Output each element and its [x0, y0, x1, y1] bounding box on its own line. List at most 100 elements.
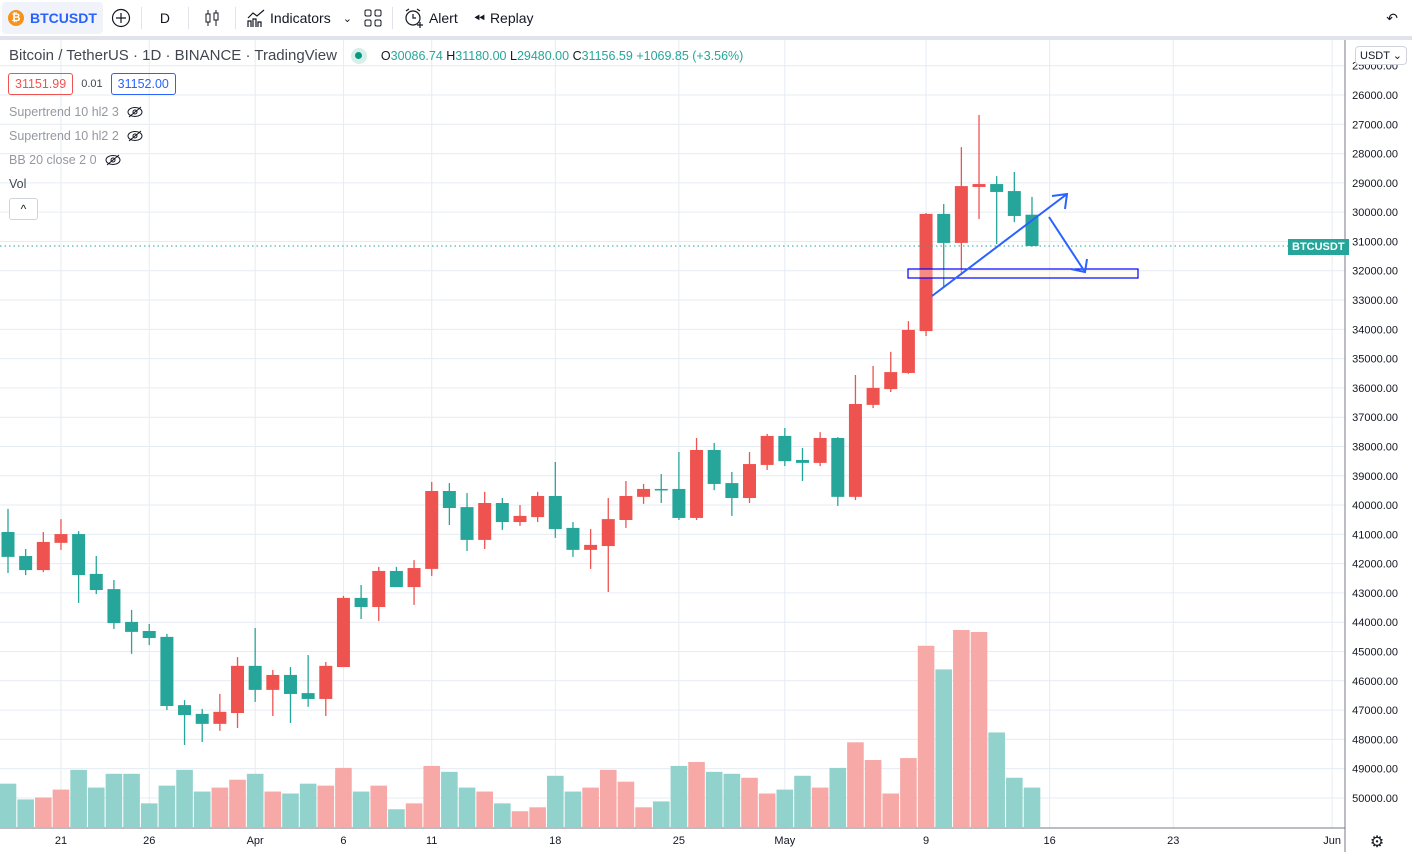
candle-body: [425, 491, 439, 569]
bitcoin-icon: ₿: [8, 10, 24, 26]
candle-body: [1007, 191, 1021, 216]
currency-selector[interactable]: USDT ⌄: [1355, 46, 1408, 65]
price-tick-label: 29000.00: [1352, 178, 1398, 190]
indicator-label: Vol: [9, 177, 27, 191]
volume-bar: [970, 631, 988, 827]
symbol-label: BTCUSDT: [30, 10, 97, 26]
chart-canvas[interactable]: 25000.0026000.0027000.0028000.0029000.00…: [0, 40, 1412, 852]
buy-price-button[interactable]: 31152.00: [110, 73, 176, 95]
price-tick-label: 46000.00: [1352, 676, 1398, 688]
volume-bar: [282, 793, 299, 827]
undo-button[interactable]: ↶: [1378, 0, 1406, 36]
volume-bar: [670, 765, 688, 827]
candle-body: [372, 570, 386, 607]
high-label: H: [446, 48, 456, 63]
volume-bar: [352, 791, 370, 827]
candle-body: [548, 495, 562, 530]
compare-symbol-button[interactable]: [103, 0, 139, 36]
volume-bar: [741, 777, 758, 827]
volume-bar: [52, 789, 70, 827]
indicator-bollinger-bands[interactable]: BB 20 close 2 0: [9, 153, 121, 167]
time-tick-label: 9: [923, 835, 929, 847]
alert-button[interactable]: Alert: [395, 0, 466, 36]
volume-bar: [441, 771, 458, 827]
volume-bar: [811, 787, 829, 827]
replay-label: Replay: [489, 10, 534, 26]
candle-body: [389, 570, 403, 588]
eye-hidden-icon[interactable]: [127, 106, 143, 118]
sell-price-button[interactable]: 31151.99: [8, 73, 74, 95]
time-tick-label: Apr: [247, 835, 264, 847]
volume-bar: [87, 787, 105, 827]
volume-bar: [246, 773, 264, 827]
volume-bar: [211, 787, 229, 827]
volume-bar: [988, 732, 1005, 827]
volume-bar: [458, 787, 476, 827]
indicator-volume[interactable]: Vol: [9, 177, 26, 191]
indicators-icon: [247, 9, 265, 27]
candle-body: [266, 674, 280, 690]
volume-bar: [370, 785, 388, 827]
undo-arrow-icon: ↶: [1386, 9, 1398, 26]
candle-body: [743, 464, 757, 499]
volume-bar: [317, 785, 335, 827]
indicators-dropdown[interactable]: ⌄: [339, 0, 356, 36]
indicator-supertrend-2[interactable]: Supertrend 10 hl2 2: [9, 129, 143, 143]
candle-body: [566, 527, 580, 550]
price-tick-label: 27000.00: [1352, 119, 1398, 131]
volume-bar: [723, 773, 741, 827]
volume-bar: [776, 789, 794, 827]
candle-body: [919, 213, 933, 332]
volume-bar: [423, 765, 441, 827]
replay-icon: ⏪︎: [473, 9, 485, 26]
candle-body: [654, 488, 668, 491]
time-tick-label: 21: [55, 835, 67, 847]
eye-hidden-icon[interactable]: [105, 154, 121, 166]
chart-area[interactable]: 25000.00 26000.00 27000.00 28000.00 29000.00…: [0, 40, 1412, 852]
chart-legend: Bitcoin / TetherUS · 1D · BINANCE · Trad…: [9, 47, 743, 64]
candle-body: [107, 589, 121, 624]
price-axis: [1345, 40, 1412, 852]
candle-body: [125, 621, 139, 632]
drawing-arrow-down: [1048, 216, 1088, 274]
price-tick-label: 34000.00: [1352, 324, 1398, 336]
market-open-indicator: [350, 47, 367, 64]
layout-button[interactable]: [356, 0, 390, 36]
volume-bar: [900, 758, 917, 827]
volume-bar: [35, 797, 52, 827]
candle-body: [142, 631, 156, 639]
candle-body: [584, 544, 598, 550]
volume-bar: [264, 791, 282, 827]
volume-bar: [388, 809, 405, 827]
replay-button[interactable]: ⏪︎ Replay: [466, 0, 542, 36]
volume-bar: [476, 791, 493, 827]
volume-bar: [882, 793, 900, 827]
collapse-legend-button[interactable]: ^: [9, 198, 38, 220]
gear-icon[interactable]: ⚙: [1370, 834, 1384, 851]
candle-body: [19, 556, 33, 571]
price-tick-label: 47000.00: [1352, 705, 1398, 717]
volume-bar: [494, 803, 511, 827]
indicators-button[interactable]: Indicators: [238, 0, 339, 36]
candle-body: [319, 665, 333, 699]
interval-label: D: [159, 10, 171, 26]
volume-bar: [17, 799, 34, 827]
volume-bar: [405, 803, 423, 827]
candle-body: [72, 534, 86, 576]
volume-bar: [176, 769, 193, 827]
price-tick-label: 40000.00: [1352, 500, 1398, 512]
low-label: L: [510, 48, 517, 63]
candle-body: [760, 435, 774, 465]
candle-body: [442, 491, 456, 508]
indicator-supertrend-3[interactable]: Supertrend 10 hl2 3: [9, 105, 143, 119]
time-tick-label: 11: [426, 835, 437, 847]
candle-body: [901, 329, 915, 373]
interval-button[interactable]: D: [144, 0, 186, 36]
candle-body: [954, 186, 968, 243]
chart-type-button[interactable]: [191, 0, 233, 36]
symbol-search-button[interactable]: ₿ BTCUSDT: [2, 2, 103, 34]
time-tick-label: May: [774, 835, 795, 847]
eye-hidden-icon[interactable]: [127, 130, 143, 142]
time-tick-label: 25: [673, 835, 685, 847]
volume-bar: [582, 787, 599, 827]
